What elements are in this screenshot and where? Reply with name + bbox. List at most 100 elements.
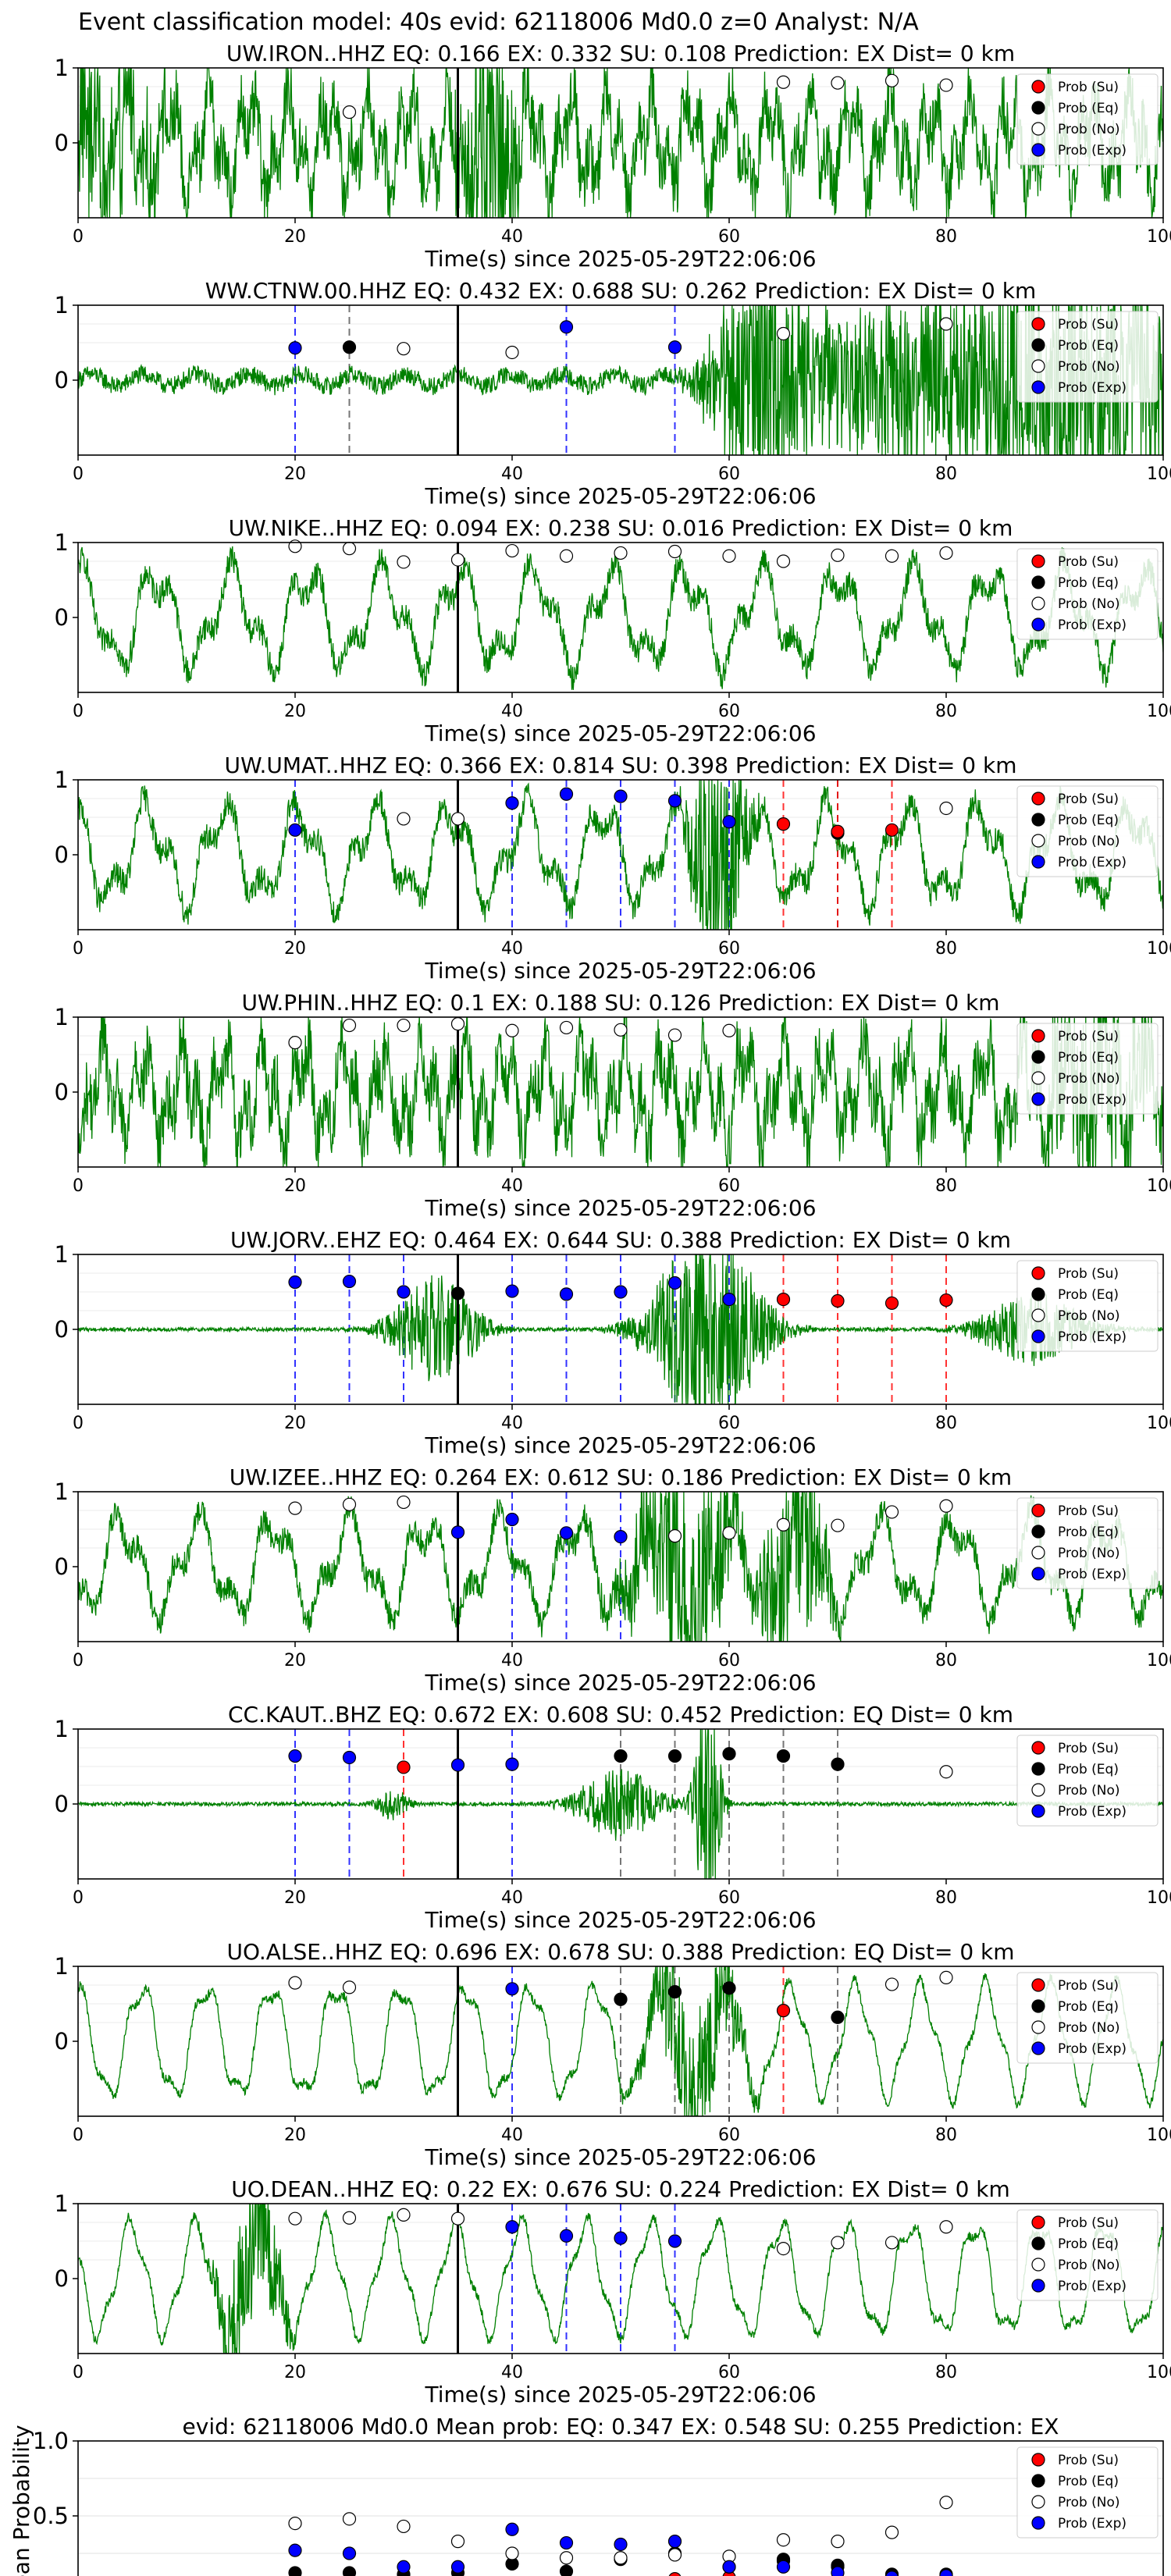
prob-eq-point xyxy=(722,1747,736,1761)
x-tick-label: 40 xyxy=(501,939,523,959)
legend-marker xyxy=(1031,1525,1045,1539)
x-tick-label: 40 xyxy=(501,2126,523,2145)
waveform-trace xyxy=(78,1729,1163,1879)
x-tick-label: 0 xyxy=(73,464,84,484)
x-tick-label: 100 xyxy=(1147,1651,1171,1670)
prob-no-point xyxy=(559,1020,574,1035)
legend-marker xyxy=(1031,596,1045,610)
panel-title: UW.IZEE..HHZ EQ: 0.264 EX: 0.612 SU: 0.1… xyxy=(230,1464,1012,1490)
prob-exp-point xyxy=(614,1529,628,1544)
y-tick-label: 0.5 xyxy=(33,2503,69,2529)
legend: Prob (Su) Prob (Eq) Prob (No) Prob (Exp) xyxy=(1016,2446,1159,2539)
x-axis-label: Time(s) since 2025-05-29T22:06:06 xyxy=(424,720,816,746)
x-tick-label: 20 xyxy=(284,1176,306,1196)
mean-no-point xyxy=(342,2512,357,2526)
x-axis-label: Time(s) since 2025-05-29T22:06:06 xyxy=(424,1432,816,1458)
waveform-panel: UW.IRON..HHZ EQ: 0.166 EX: 0.332 SU: 0.1… xyxy=(55,41,1171,272)
legend-box xyxy=(1016,311,1159,403)
legend-label: Prob (Exp) xyxy=(1058,380,1127,396)
y-tick-label: 0 xyxy=(55,367,69,393)
legend-marker xyxy=(1031,1546,1045,1560)
prob-exp-point xyxy=(667,1276,682,1290)
mean-no-point xyxy=(831,2535,845,2549)
legend-marker xyxy=(1031,792,1045,806)
mean-eq-point xyxy=(288,2566,302,2576)
prob-no-point xyxy=(397,1018,411,1033)
legend-label: Prob (Su) xyxy=(1058,317,1119,333)
prob-no-point xyxy=(397,1495,411,1510)
legend-label: Prob (Su) xyxy=(1058,80,1119,95)
prob-exp-point xyxy=(614,1285,628,1299)
legend-label: Prob (Eq) xyxy=(1058,1762,1119,1777)
prob-eq-point xyxy=(776,1749,791,1763)
x-tick-label: 60 xyxy=(718,2126,740,2145)
legend: Prob (Su) Prob (Eq) Prob (No) Prob (Exp) xyxy=(1016,311,1159,403)
legend-marker xyxy=(1031,1804,1045,1818)
legend-marker xyxy=(1031,143,1045,157)
panel-title: UW.UMAT..HHZ EQ: 0.366 EX: 0.814 SU: 0.3… xyxy=(225,753,1017,778)
x-tick-label: 80 xyxy=(935,1888,957,1908)
legend-marker xyxy=(1031,1050,1045,1064)
x-axis-label: Time(s) since 2025-05-29T22:06:06 xyxy=(424,246,816,272)
mean-exp-point xyxy=(614,2537,628,2552)
legend-label: Prob (No) xyxy=(1058,2495,1120,2510)
prob-eq-point xyxy=(667,1749,682,1763)
legend-marker xyxy=(1031,380,1045,394)
legend: Prob (Su) Prob (Eq) Prob (No) Prob (Exp) xyxy=(1016,73,1159,165)
prob-no-point xyxy=(776,75,791,89)
waveform-panel: UW.JORV..EHZ EQ: 0.464 EX: 0.644 SU: 0.3… xyxy=(55,1227,1171,1458)
x-tick-label: 20 xyxy=(284,1414,306,1433)
y-tick-label: 0 xyxy=(55,1553,69,1580)
legend-marker xyxy=(1031,359,1045,373)
x-tick-label: 40 xyxy=(501,2363,523,2382)
x-tick-label: 100 xyxy=(1147,939,1171,959)
legend-label: Prob (Su) xyxy=(1058,1978,1119,1994)
waveform-panel: UW.IZEE..HHZ EQ: 0.264 EX: 0.612 SU: 0.1… xyxy=(55,1464,1171,1695)
legend-marker xyxy=(1031,317,1045,331)
waveform-panel: UO.DEAN..HHZ EQ: 0.22 EX: 0.676 SU: 0.22… xyxy=(55,2176,1171,2407)
prob-eq-point xyxy=(667,1985,682,1999)
legend-label: Prob (Exp) xyxy=(1058,1329,1127,1345)
prob-no-point xyxy=(450,2211,465,2226)
prob-eq-point xyxy=(722,1981,736,1995)
panel-title: UO.ALSE..HHZ EQ: 0.696 EX: 0.678 SU: 0.3… xyxy=(226,1939,1014,1965)
prob-no-point xyxy=(939,1765,953,1779)
prob-exp-point xyxy=(722,1292,736,1307)
x-tick-label: 60 xyxy=(718,1176,740,1196)
y-tick-label: 0 xyxy=(55,604,69,631)
prob-no-point xyxy=(342,2211,357,2225)
x-tick-label: 40 xyxy=(501,1176,523,1196)
legend-marker xyxy=(1031,1308,1045,1322)
prob-no-point xyxy=(722,1526,736,1540)
legend-label: Prob (Exp) xyxy=(1058,1804,1127,1820)
prob-no-point xyxy=(831,548,845,562)
legend-marker xyxy=(1031,122,1045,136)
prob-no-point xyxy=(776,1517,791,1532)
legend: Prob (Su) Prob (Eq) Prob (No) Prob (Exp) xyxy=(1016,1023,1159,1115)
legend-label: Prob (Eq) xyxy=(1058,2236,1119,2252)
legend-label: Prob (Exp) xyxy=(1058,1092,1127,1108)
x-tick-label: 60 xyxy=(718,1888,740,1908)
legend: Prob (Su) Prob (Eq) Prob (No) Prob (Exp) xyxy=(1016,1497,1159,1589)
prob-no-point xyxy=(831,76,845,90)
legend-label: Prob (Su) xyxy=(1058,2453,1119,2468)
prob-eq-point xyxy=(342,340,357,354)
y-axis-label: Mean Probability xyxy=(9,2425,34,2576)
legend-marker xyxy=(1031,1741,1045,1755)
y-tick-label: 0 xyxy=(55,1079,69,1105)
legend-marker xyxy=(1031,101,1045,115)
legend-marker xyxy=(1031,2279,1045,2293)
prob-exp-point xyxy=(288,1275,302,1290)
legend-label: Prob (Su) xyxy=(1058,2215,1119,2231)
x-axis-label: Time(s) since 2025-05-29T22:06:06 xyxy=(424,1907,816,1933)
y-tick-label: 1 xyxy=(55,1716,69,1742)
prob-no-point xyxy=(884,549,899,563)
prob-exp-point xyxy=(505,1284,519,1298)
legend: Prob (Su) Prob (Eq) Prob (No) Prob (Exp) xyxy=(1016,1735,1159,1827)
legend: Prob (Su) Prob (Eq) Prob (No) Prob (Exp) xyxy=(1016,1972,1159,2064)
prob-no-point xyxy=(939,546,953,560)
prob-no-point xyxy=(450,553,465,567)
legend-label: Prob (No) xyxy=(1058,2258,1120,2273)
prob-no-point xyxy=(722,549,736,563)
legend-marker xyxy=(1031,338,1045,352)
